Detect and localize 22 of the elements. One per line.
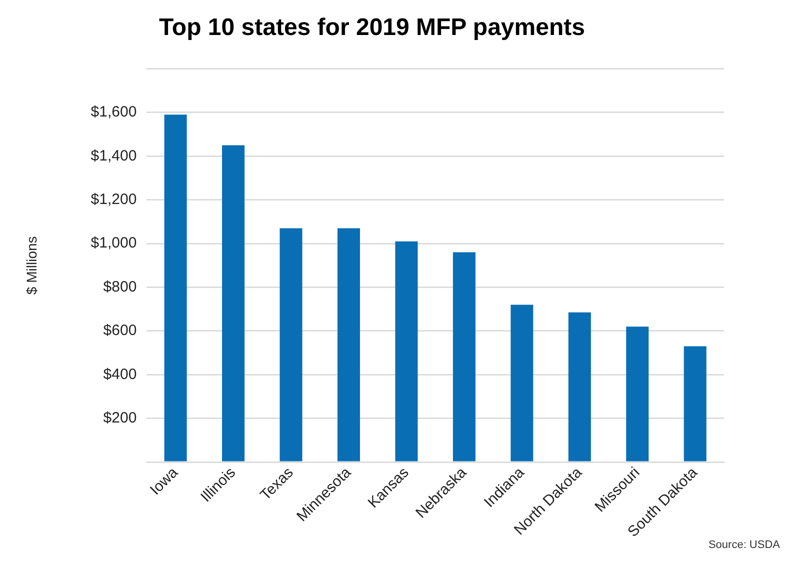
x-tick-label: Iowa (146, 464, 182, 499)
bar (684, 346, 706, 462)
y-tick-label: $400 (103, 366, 137, 383)
y-tick-label: $1,400 (90, 147, 137, 164)
chart-title: Top 10 states for 2019 MFP payments (159, 14, 585, 42)
bar (395, 241, 418, 462)
source-note: Source: USDA (708, 539, 781, 551)
bar (626, 326, 649, 462)
y-tick-label: $1,600 (90, 104, 137, 121)
bar (452, 252, 476, 462)
bar (222, 145, 245, 462)
bar (164, 114, 187, 462)
bar (568, 312, 591, 462)
bar (510, 304, 534, 462)
bar (280, 228, 302, 462)
y-tick-label: $1,200 (90, 191, 137, 208)
bar (337, 228, 360, 462)
y-tick-label: $600 (103, 322, 137, 340)
y-tick-label: $1,000 (90, 234, 137, 252)
y-axis-title: $ Millions (23, 236, 40, 295)
y-tick-label: $800 (103, 278, 137, 296)
y-tick-label: $200 (103, 409, 137, 426)
